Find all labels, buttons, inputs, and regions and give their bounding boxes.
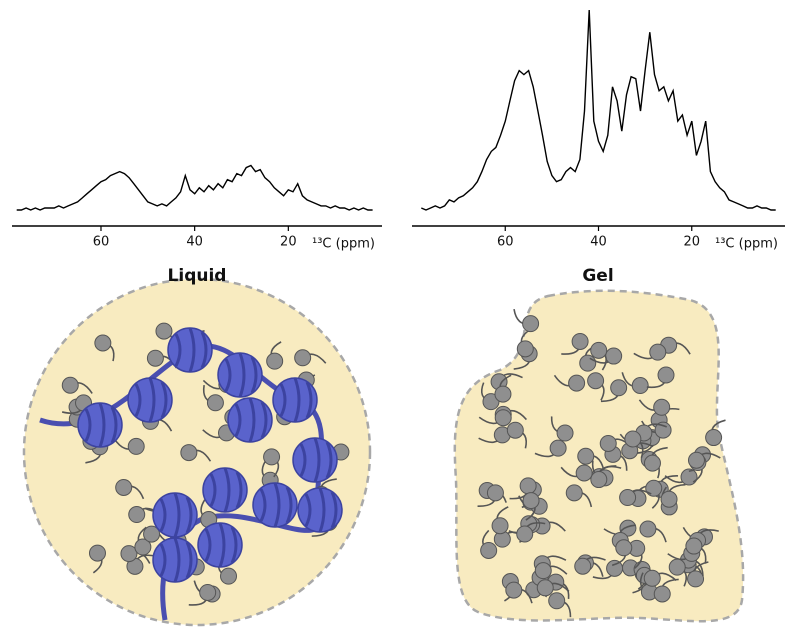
protein	[557, 425, 573, 441]
protein	[632, 378, 648, 394]
x-axis-label: ¹³C (ppm)	[312, 237, 375, 252]
protein	[181, 445, 197, 461]
protein	[580, 355, 596, 371]
protein	[506, 582, 522, 598]
protein	[520, 478, 536, 494]
protein	[611, 380, 627, 396]
figure: Liquid Gel 60 40 20 ¹³C (ppm) 60 40 20 ¹³C (ppm…	[0, 0, 799, 635]
protein	[487, 485, 503, 501]
protein	[578, 448, 594, 464]
protein	[658, 367, 674, 383]
protein	[221, 568, 237, 584]
protein	[507, 422, 523, 438]
protein	[89, 545, 105, 561]
protein	[606, 348, 622, 364]
protein	[591, 472, 607, 488]
protein	[575, 558, 591, 574]
protein	[517, 526, 533, 542]
x-tick-label: 20	[280, 235, 297, 250]
x-tick-label: 40	[590, 235, 607, 250]
protein	[481, 542, 497, 558]
spectrum	[17, 166, 373, 211]
spectrum	[421, 10, 775, 210]
protein	[669, 559, 685, 575]
protein	[591, 342, 607, 358]
protein	[616, 540, 632, 556]
x-tick-label: 60	[497, 235, 514, 250]
protein	[640, 521, 656, 537]
protein	[688, 452, 704, 468]
protein	[572, 333, 588, 349]
panel-label: Liquid	[168, 266, 227, 286]
x-tick-label: 40	[186, 235, 203, 250]
protein	[116, 479, 132, 495]
protein	[156, 323, 172, 339]
panel-label: Gel	[582, 266, 613, 286]
protein	[495, 410, 511, 426]
protein	[654, 399, 670, 415]
protein	[550, 440, 566, 456]
protein	[537, 580, 553, 596]
protein	[200, 584, 216, 600]
protein	[644, 570, 660, 586]
protein	[128, 438, 144, 454]
protein	[549, 593, 565, 609]
protein	[62, 377, 78, 393]
x-axis-label: ¹³C (ppm)	[715, 237, 778, 252]
protein	[492, 518, 508, 534]
protein	[650, 344, 666, 360]
protein	[523, 316, 539, 332]
protein	[129, 507, 145, 523]
x-tick-label: 20	[683, 235, 700, 250]
protein	[661, 491, 677, 507]
protein	[588, 373, 604, 389]
protein	[495, 386, 511, 402]
protein	[654, 586, 670, 602]
protein	[620, 490, 636, 506]
protein	[295, 350, 311, 366]
protein	[644, 455, 660, 471]
protein	[600, 435, 616, 451]
protein	[147, 350, 163, 366]
protein	[267, 353, 283, 369]
x-tick-label: 60	[93, 235, 110, 250]
protein	[566, 485, 582, 501]
protein	[95, 335, 111, 351]
protein	[576, 465, 592, 481]
protein	[706, 430, 722, 446]
protein	[207, 395, 223, 411]
protein	[646, 480, 662, 496]
protein	[625, 431, 641, 447]
protein	[523, 493, 539, 509]
protein	[686, 538, 702, 554]
protein	[517, 341, 533, 357]
protein	[569, 375, 585, 391]
protein	[264, 449, 280, 465]
protein	[688, 571, 704, 587]
protein	[535, 563, 551, 579]
